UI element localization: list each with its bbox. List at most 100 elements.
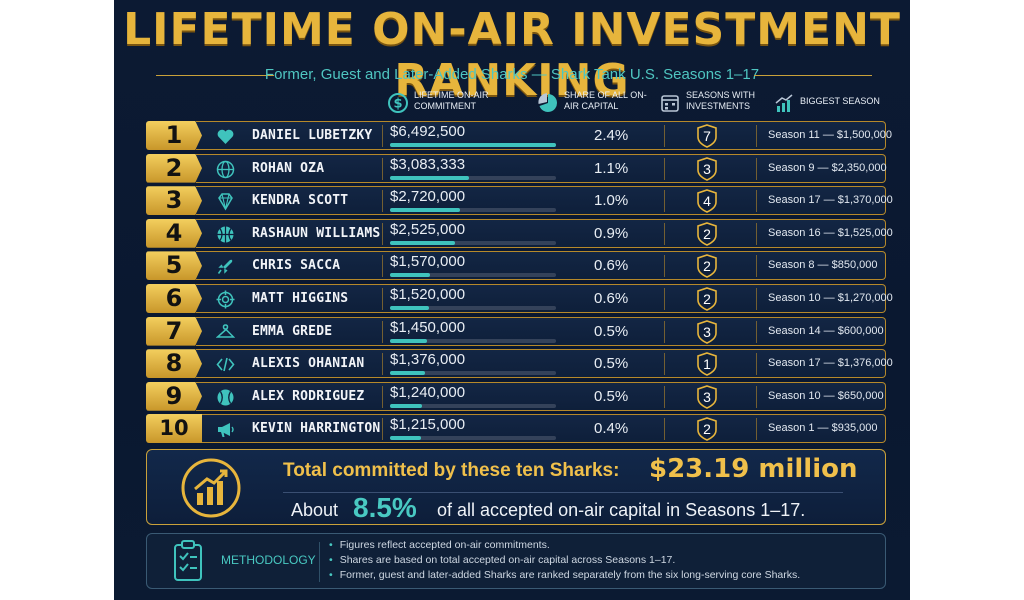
shark-name: ALEX RODRIGUEZ xyxy=(252,388,365,404)
total-amount: $23.19 million xyxy=(649,454,858,484)
target-icon xyxy=(216,290,235,309)
subtitle-rule-left xyxy=(156,75,274,76)
ranking-row-body: CHRIS SACCA $1,570,000 0.6% 2 Season 8 — $85… xyxy=(196,251,886,281)
biggest-season: Season 17 — $1,370,000 xyxy=(768,194,893,207)
shark-name: DANIEL LUBETZKY xyxy=(252,128,373,143)
biggest-season: Season 1 — $935,000 xyxy=(768,422,878,435)
header-biggest-label: BIGGEST SEASON xyxy=(800,96,880,106)
growth-chart-icon xyxy=(181,458,241,518)
column-divider xyxy=(756,222,757,245)
column-divider xyxy=(756,190,757,213)
rank-number: 6 xyxy=(146,284,202,313)
column-divider xyxy=(382,190,383,213)
seasons-badge: 3 xyxy=(696,319,718,344)
rocket-icon xyxy=(217,260,233,275)
column-divider xyxy=(756,320,757,343)
shark-name: CHRIS SACCA xyxy=(252,258,341,274)
share-value: 1.0% xyxy=(594,192,629,210)
share-value: 1.1% xyxy=(594,159,629,177)
ranking-row: MATT HIGGINS $1,520,000 0.6% 2 Season 10 — $… xyxy=(146,284,893,313)
shark-name: KEVIN HARRINGTON xyxy=(252,421,381,437)
seasons-count: 7 xyxy=(703,128,711,144)
seasons-count: 4 xyxy=(703,193,711,210)
commitment-bar xyxy=(390,403,422,408)
commitment-value: $1,376,000 xyxy=(390,351,466,369)
biggest-season: Season 10 — $650,000 xyxy=(768,389,884,402)
seasons-badge: 2 xyxy=(696,221,718,246)
seasons-badge: 1 xyxy=(696,352,718,377)
commitment-value: $1,450,000 xyxy=(390,318,466,336)
commitment-bar xyxy=(390,208,460,213)
commitment-bar xyxy=(390,306,429,310)
column-divider xyxy=(756,418,757,441)
methodology-title: METHODOLOGY xyxy=(221,553,316,567)
commitment-value: $1,215,000 xyxy=(390,416,466,434)
column-divider xyxy=(382,353,383,376)
seasons-badge: 2 xyxy=(696,417,718,442)
rank-number: 3 xyxy=(146,186,202,216)
methodology-divider xyxy=(319,542,320,582)
ranking-row: KEVIN HARRINGTON $1,215,000 0.4% 2 Season 1 … xyxy=(146,414,886,444)
shark-name: ROHAN OZA xyxy=(252,160,325,176)
calendar-icon xyxy=(661,95,679,112)
column-divider xyxy=(664,353,665,376)
biggest-season: Season 9 — $2,350,000 xyxy=(768,161,887,174)
commitment-value: $1,240,000 xyxy=(390,383,466,401)
column-divider xyxy=(756,255,757,278)
rank-number: 2 xyxy=(146,153,202,183)
infographic-panel: LIFETIME ON-AIR INVESTMENT RANKING Forme… xyxy=(114,0,910,600)
header-share-label: SHARE OF ALL ON-AIR CAPITAL xyxy=(564,90,647,111)
ranking-row: CHRIS SACCA $1,570,000 0.6% 2 Season 8 — $85… xyxy=(146,251,886,281)
commitment-bar-track xyxy=(390,436,556,441)
shark-name: MATT HIGGINS xyxy=(252,291,349,306)
methodology-note: Former, guest and later-added Sharks are… xyxy=(329,568,800,583)
ranking-row: ALEX RODRIGUEZ $1,240,000 0.5% 3 Season 10 —… xyxy=(146,381,886,411)
column-divider xyxy=(382,418,383,441)
rank-number: 5 xyxy=(146,251,202,281)
summary-percent: 8.5% xyxy=(353,492,417,523)
ranking-row-body: DANIEL LUBETZKY $6,492,500 2.4% 7 Season 11 … xyxy=(196,121,892,150)
biggest-season: Season 17 — $1,376,000 xyxy=(768,357,893,370)
shark-name: KENDRA SCOTT xyxy=(252,193,349,209)
ranking-row-body: KEVIN HARRINGTON $1,215,000 0.4% 2 Season 1 … xyxy=(196,414,886,444)
column-divider xyxy=(382,125,383,147)
commitment-value: $2,720,000 xyxy=(390,188,466,206)
commitment-value: $1,520,000 xyxy=(390,286,466,303)
column-divider xyxy=(382,255,383,278)
ranking-row: RASHAUN WILLIAMS $2,525,000 0.9% 2 Season 16… xyxy=(146,218,893,248)
ranking-row-body: KENDRA SCOTT $2,720,000 1.0% 4 Season 17 — $… xyxy=(196,186,893,216)
seasons-count: 3 xyxy=(703,160,711,177)
column-divider xyxy=(382,222,383,245)
commitment-bar xyxy=(390,175,469,180)
seasons-count: 2 xyxy=(703,421,711,438)
commitment-bar xyxy=(390,143,556,147)
column-divider xyxy=(382,288,383,310)
commitment-bar-track xyxy=(390,403,556,408)
ranking-row: ALEXIS OHANIAN $1,376,000 0.5% 1 Season 17 —… xyxy=(146,349,893,379)
summary-divider xyxy=(283,492,843,493)
seasons-count: 2 xyxy=(703,258,711,275)
column-divider xyxy=(664,125,665,147)
shark-name: RASHAUN WILLIAMS xyxy=(252,225,381,241)
subtitle-rule-right xyxy=(754,75,872,76)
seasons-badge: 3 xyxy=(696,156,718,181)
seasons-count: 1 xyxy=(703,356,711,373)
ranking-row-body: EMMA GREDE $1,450,000 0.5% 3 Season 14 — $60… xyxy=(196,316,886,346)
column-divider xyxy=(664,418,665,441)
share-value: 0.5% xyxy=(594,322,629,340)
share-value: 0.4% xyxy=(594,420,629,438)
commitment-bar xyxy=(390,436,422,441)
ranking-row: EMMA GREDE $1,450,000 0.5% 3 Season 14 — $60… xyxy=(146,316,886,346)
column-divider xyxy=(664,222,665,245)
ranking-row: DANIEL LUBETZKY $6,492,500 2.4% 7 Season 11 … xyxy=(146,121,892,150)
column-divider xyxy=(756,288,757,310)
commitment-bar-track xyxy=(390,371,556,376)
rank-number: 7 xyxy=(146,316,202,346)
baseball-icon xyxy=(217,389,234,406)
summary-about: About xyxy=(291,500,339,520)
ranking-row: ROHAN OZA $3,083,333 1.1% 3 Season 9 — $2,35… xyxy=(146,153,887,183)
code-icon xyxy=(216,358,235,372)
commitment-bar-track xyxy=(390,273,556,278)
clipboard-icon xyxy=(174,540,202,581)
share-value: 0.5% xyxy=(594,355,629,373)
